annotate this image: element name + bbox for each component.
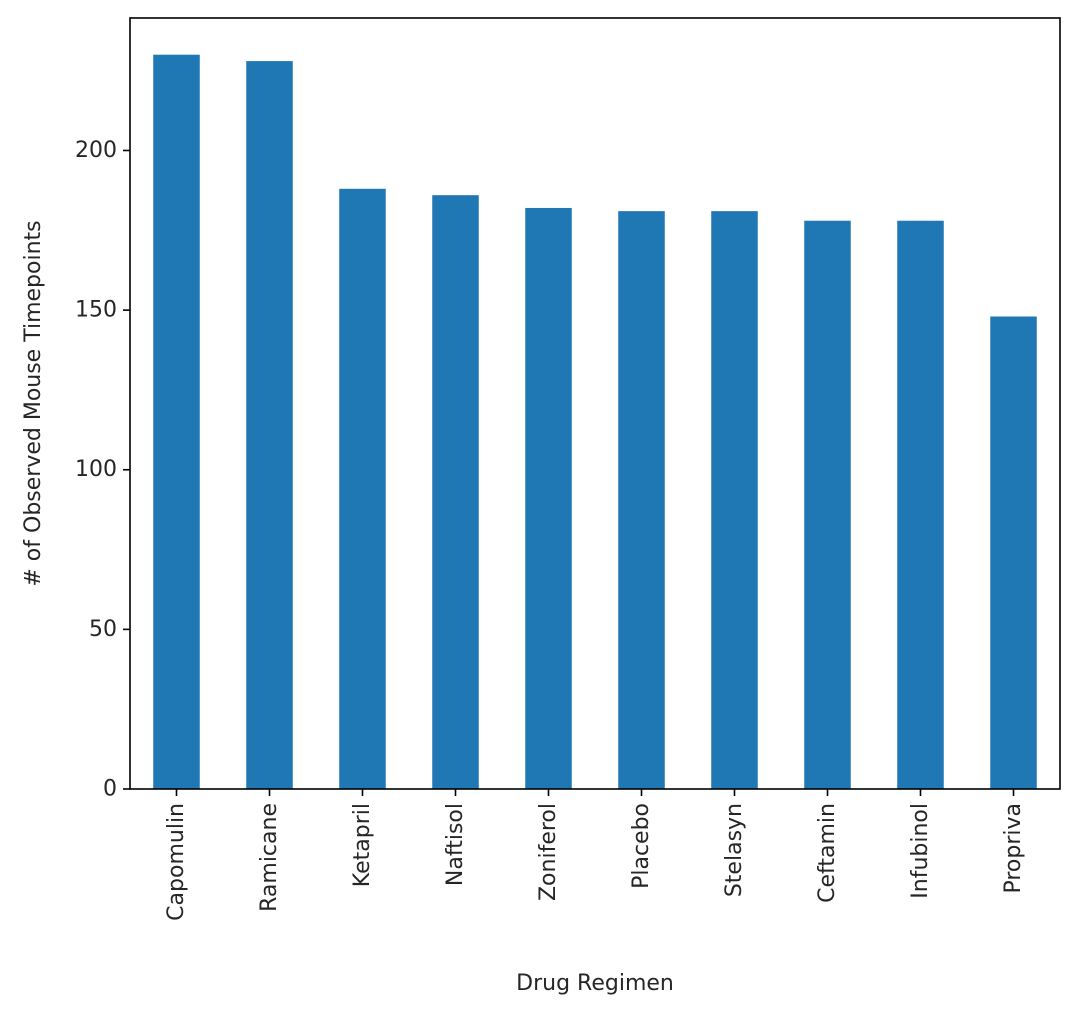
y-tick-label: 0 [103, 777, 117, 802]
bar-ramicane [246, 61, 293, 790]
x-tick-label: Ceftamin [815, 803, 840, 903]
bar-placebo [618, 211, 665, 790]
bar-ketapril [339, 188, 386, 789]
bar-zoniferol [525, 207, 572, 789]
x-tick-label: Capomulin [164, 803, 189, 921]
x-tick-label: Ramicane [257, 803, 282, 912]
x-axis-ticks: Capomulin Ramicane Ketapril Naftisol Zonifer… [164, 789, 1026, 921]
x-tick-label: Naftisol [443, 803, 468, 886]
bar-propriva [990, 316, 1037, 789]
x-tick-label: Placebo [629, 803, 654, 889]
bar-naftisol [432, 195, 479, 789]
plot-frame [129, 17, 1061, 790]
y-axis-label: # of Observed Mouse Timepoints [21, 220, 46, 586]
bar-infubinol [897, 220, 944, 790]
x-tick-label: Zoniferol [536, 803, 561, 901]
bar-capomulin [153, 54, 200, 789]
bar-stelasyn [711, 211, 758, 790]
x-tick-label: Propriva [1001, 803, 1026, 894]
y-tick-label: 200 [75, 138, 117, 163]
y-axis-ticks: 0 50 100 150 200 [75, 138, 130, 802]
y-tick-label: 150 [75, 298, 117, 323]
x-tick-label: Ketapril [350, 803, 375, 887]
x-tick-label: Stelasyn [722, 803, 747, 897]
y-tick-label: 100 [75, 457, 117, 482]
bar-ceftamin [804, 220, 851, 790]
y-tick-label: 50 [89, 617, 117, 642]
bars-group [153, 54, 1037, 790]
x-tick-label: Infubinol [908, 803, 933, 899]
x-axis-label: Drug Regimen [516, 971, 674, 996]
